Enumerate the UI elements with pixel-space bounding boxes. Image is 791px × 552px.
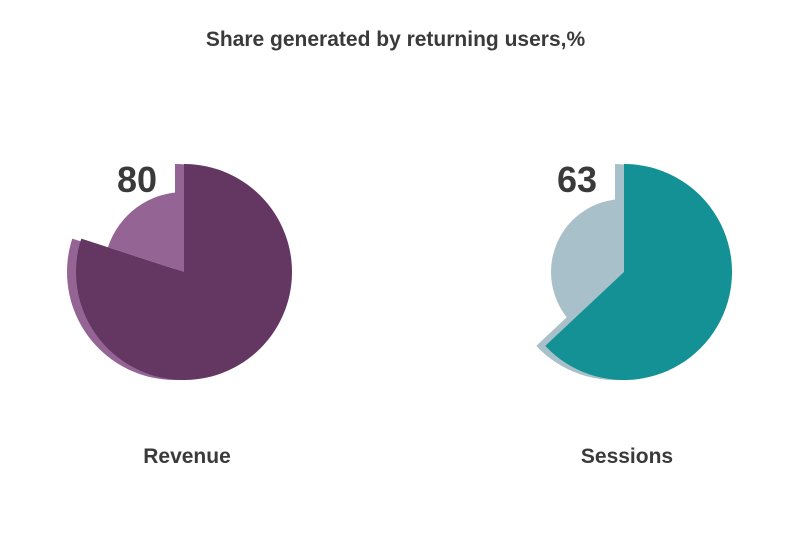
value-label: 63 [557,159,597,200]
category-label: Sessions [581,445,673,468]
value-label: 80 [117,159,157,200]
category-label: Revenue [143,445,231,468]
pie-slice-returning [76,164,293,380]
chart-title: Share generated by returning users,% [205,28,586,51]
pie-slice-other [551,199,624,322]
pie-slice-other [107,192,184,272]
pie-sessions: 63 Sessions [536,159,732,468]
pie-slice-returning [545,164,732,380]
pie-revenue: 80 Revenue [67,159,293,468]
